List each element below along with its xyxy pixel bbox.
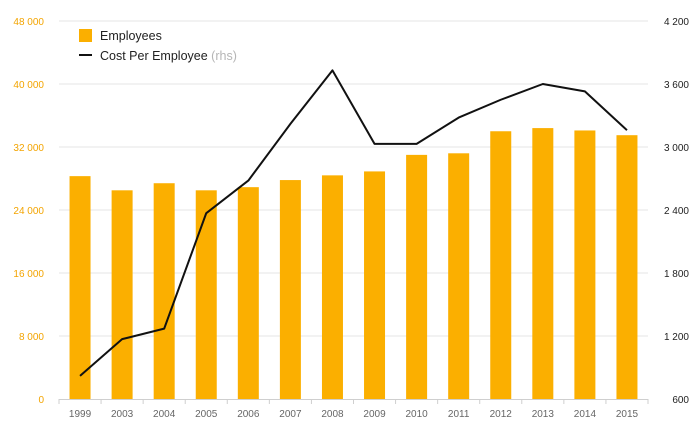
right-y-axis: 600 1 200 1 800 2 400 3 000 3 600 4 200	[664, 17, 689, 406]
x-tick-label: 2007	[279, 409, 302, 420]
left-tick-label: 40 000	[13, 80, 44, 91]
employees-bar	[364, 171, 386, 399]
cost-line-layer	[79, 69, 628, 377]
left-tick-label: 48 000	[13, 17, 44, 28]
x-tick-label: 2005	[195, 409, 218, 420]
right-tick-label: 4 200	[664, 17, 689, 28]
employees-bar	[321, 175, 343, 399]
right-tick-label: 3 000	[664, 143, 689, 154]
employees-bar	[195, 190, 217, 399]
right-tick-label: 2 400	[664, 206, 689, 217]
employees-bar	[448, 153, 470, 399]
legend-label-cost: Cost Per Employee (rhs)	[100, 49, 237, 63]
employees-bar	[237, 187, 259, 399]
x-tick-label: 2015	[616, 409, 639, 420]
cost-per-employee-line	[79, 69, 628, 377]
legend: Employees Cost Per Employee (rhs)	[79, 29, 237, 63]
left-y-axis: 0 8 000 16 000 24 000 32 000 40 000 48 000	[13, 17, 44, 406]
employees-bar	[490, 131, 512, 399]
left-tick-label: 24 000	[13, 206, 44, 217]
x-tick-label: 2006	[237, 409, 260, 420]
gridlines	[59, 20, 648, 337]
x-tick-label: 2012	[490, 409, 513, 420]
x-tick-label: 2013	[532, 409, 555, 420]
left-tick-label: 16 000	[13, 269, 44, 280]
employees-bar	[532, 128, 554, 399]
x-tick-label: 2014	[574, 409, 597, 420]
x-tick-label: 2010	[405, 409, 428, 420]
employees-bar	[406, 154, 428, 399]
employees-bar	[616, 135, 638, 399]
legend-rhs-hint: (rhs)	[211, 49, 237, 63]
right-tick-label: 3 600	[664, 80, 689, 91]
x-tick-label: 2004	[153, 409, 176, 420]
employees-bar	[69, 176, 91, 399]
x-tick-label: 2003	[111, 409, 134, 420]
x-tick-label: 2009	[363, 409, 386, 420]
employees-bar	[111, 190, 133, 399]
x-tick-label: 2008	[321, 409, 344, 420]
legend-swatch-employees	[79, 29, 92, 42]
x-axis: 1999 2003 2004 2005 2006 2007 2008 2009 2010 2011…	[58, 399, 649, 420]
x-tick-label: 2011	[448, 409, 470, 420]
right-tick-label: 1 200	[664, 332, 689, 343]
employee-bars	[69, 128, 638, 399]
employees-bar	[574, 130, 596, 399]
employees-bar	[279, 180, 301, 399]
x-tick-label: 1999	[69, 409, 92, 420]
legend-label-employees: Employees	[100, 29, 162, 43]
right-tick-label: 600	[672, 395, 689, 406]
left-tick-label: 32 000	[13, 143, 44, 154]
legend-label-cost-name: Cost Per Employee	[100, 49, 208, 63]
left-tick-label: 0	[38, 395, 44, 406]
employees-bar	[153, 183, 175, 399]
right-tick-label: 1 800	[664, 269, 689, 280]
left-tick-label: 8 000	[19, 332, 44, 343]
